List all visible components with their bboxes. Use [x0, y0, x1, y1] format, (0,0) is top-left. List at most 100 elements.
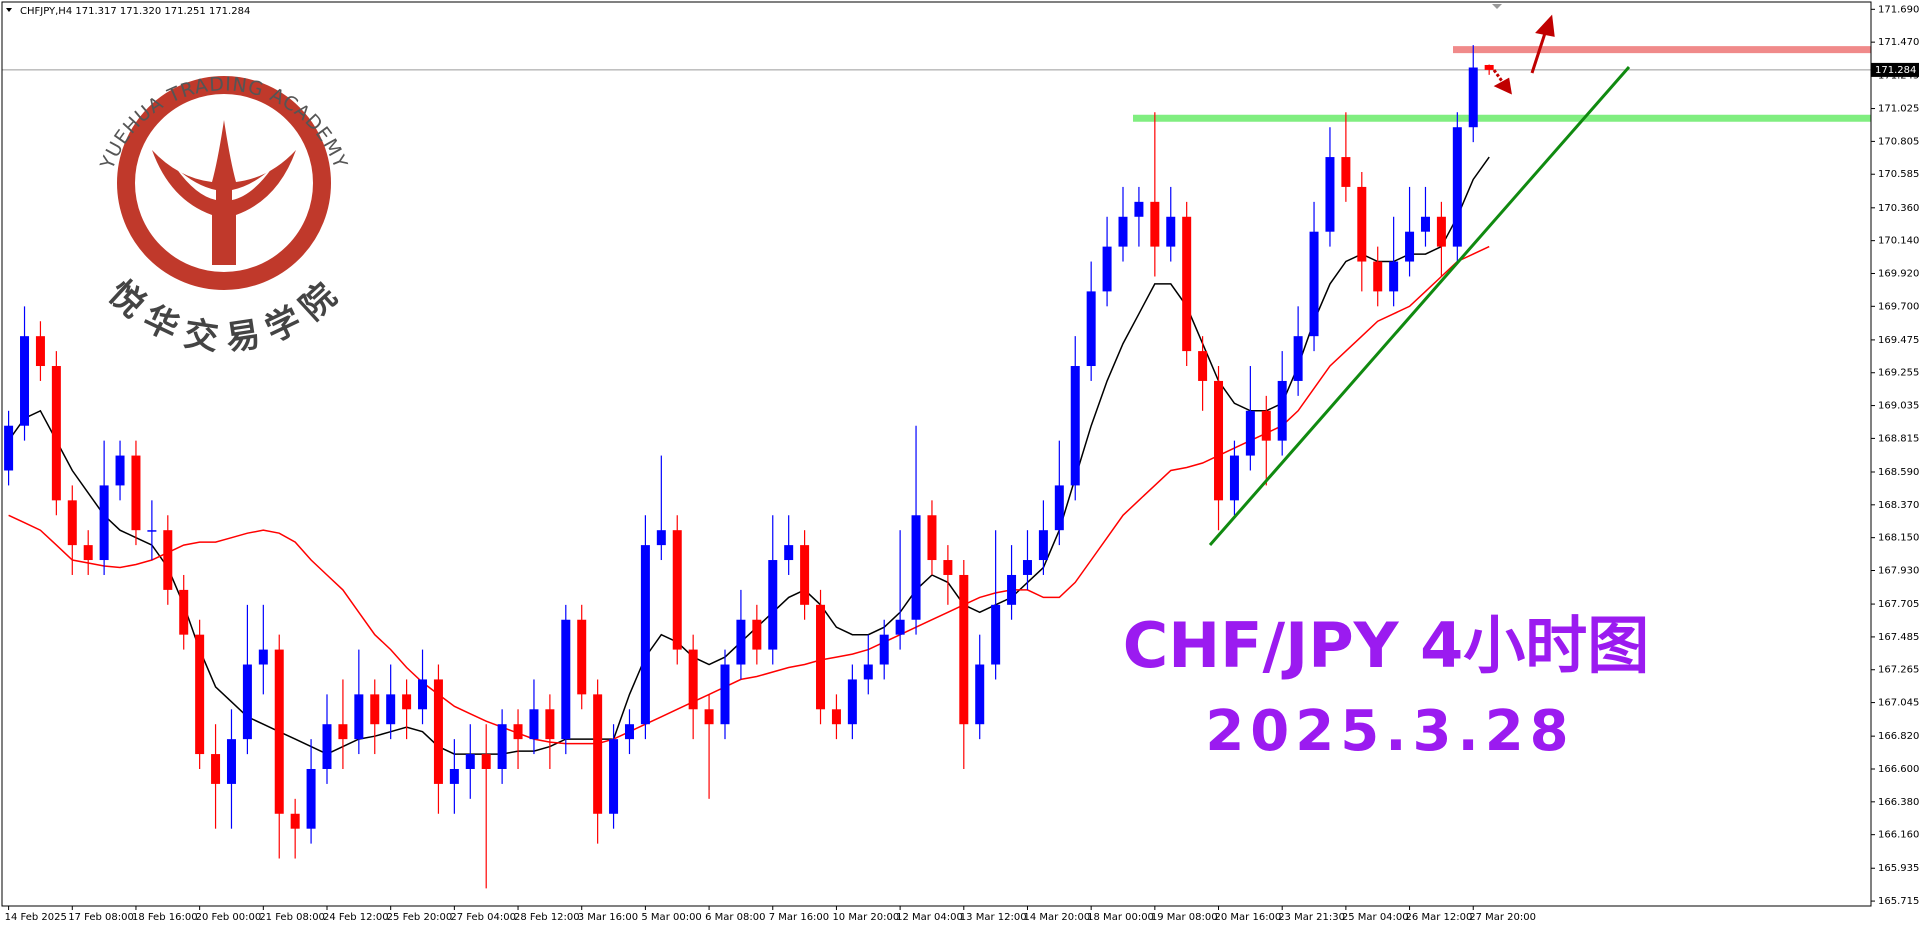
logo-mark-detail: [176, 168, 272, 200]
y-tick-label: 166.160: [1878, 830, 1919, 841]
candle-body: [1086, 291, 1096, 367]
candle-body: [1054, 485, 1064, 531]
candle-body: [1102, 246, 1112, 292]
y-tick-label: 169.035: [1878, 401, 1919, 412]
x-tick-label: 24 Feb 12:00: [323, 912, 389, 923]
candle-body: [831, 709, 841, 725]
y-tick-label: 171.690: [1878, 4, 1919, 15]
y-tick-label: 170.585: [1878, 169, 1919, 180]
candle-body: [1214, 380, 1224, 501]
x-tick-label: 19 Mar 08:00: [1151, 912, 1218, 923]
candle-body: [1070, 366, 1080, 486]
arrow-down-shaft: [1492, 69, 1506, 85]
candle-body: [306, 768, 316, 829]
x-tick-label: 18 Mar 00:00: [1087, 912, 1154, 923]
candle-body: [354, 694, 364, 740]
x-tick-label: 18 Feb 16:00: [132, 912, 198, 923]
candle-body: [497, 724, 507, 769]
candle-body: [322, 724, 332, 769]
candle-body: [99, 485, 109, 561]
candle-body: [370, 694, 380, 725]
arrow-up-shaft: [1530, 29, 1548, 74]
logo-mark: [152, 120, 296, 265]
y-tick-label: 169.920: [1878, 268, 1919, 279]
candle-body: [1229, 455, 1239, 501]
candle-body: [545, 709, 555, 740]
current-price-tag: [1871, 62, 1919, 77]
x-tick-label: 25 Mar 04:00: [1342, 912, 1409, 923]
y-tick-label: 167.930: [1878, 565, 1919, 576]
y-tick-label: 171.470: [1878, 37, 1919, 48]
candle-body: [1357, 186, 1367, 262]
candle-body: [1420, 216, 1430, 232]
candle-body: [1038, 530, 1048, 561]
plot-frame: [1, 1, 1872, 907]
x-tick-label: 7 Mar 16:00: [769, 912, 829, 923]
candle-body: [386, 694, 396, 725]
x-tick-label: 26 Mar 12:00: [1406, 912, 1473, 923]
x-tick-label: 23 Mar 21:30: [1278, 912, 1345, 923]
arrows: [1492, 14, 1555, 95]
candle-body: [1134, 201, 1144, 217]
candle-body: [1389, 261, 1399, 292]
y-tick-label: 168.815: [1878, 433, 1919, 444]
x-tick-label: 20 Mar 16:00: [1215, 912, 1282, 923]
arrow-up-head: [1535, 14, 1555, 37]
y-tick-label: 168.150: [1878, 533, 1919, 544]
y-tick-label: 167.045: [1878, 698, 1919, 709]
candle-body: [768, 560, 778, 650]
plot-area: [2, 45, 1871, 889]
y-tick-label: 170.360: [1878, 203, 1919, 214]
candle-body: [672, 530, 682, 650]
moving-average: [7, 156, 1490, 755]
candle-body: [1166, 216, 1176, 247]
candle-body: [609, 739, 619, 814]
candle-body: [418, 679, 428, 710]
candle-body: [895, 619, 905, 635]
candle-body: [1405, 231, 1415, 262]
candle-body: [290, 813, 300, 829]
candle-body: [1198, 351, 1208, 381]
candle-body: [35, 336, 45, 367]
candle-body: [433, 679, 443, 784]
candle-body: [784, 545, 794, 561]
candle-body: [959, 574, 969, 725]
candle-body: [131, 455, 141, 531]
x-tick-label: 17 Feb 08:00: [68, 912, 134, 923]
y-tick-label: 165.715: [1878, 896, 1919, 907]
y-tick-label: 170.140: [1878, 236, 1919, 247]
candle-body: [704, 709, 714, 725]
candle-body: [640, 545, 650, 725]
y-tick-label: 169.700: [1878, 301, 1919, 312]
y-tick-label: 168.370: [1878, 500, 1919, 511]
candle-body: [226, 739, 236, 784]
candle-body: [1007, 574, 1017, 605]
trend-line: [1208, 66, 1631, 546]
candle-body: [1261, 410, 1271, 441]
x-tick-label: 12 Mar 04:00: [896, 912, 963, 923]
annotation-title: CHF/JPY 4小时图: [1123, 609, 1650, 682]
candle-body: [736, 619, 746, 665]
candle-body: [163, 530, 173, 590]
candle-body: [1309, 231, 1319, 337]
y-tick-label: 169.255: [1878, 368, 1919, 379]
candle-body: [1452, 127, 1462, 247]
x-tick-label: 6 Mar 08:00: [705, 912, 765, 923]
y-tick-label: 167.705: [1878, 599, 1919, 610]
candle-body: [211, 754, 221, 784]
candle-body: [561, 619, 571, 740]
y-tick-label: 169.475: [1878, 335, 1919, 346]
candle-body: [911, 515, 921, 620]
candle-body: [195, 634, 205, 755]
candle-body: [593, 694, 603, 814]
x-tick-label: 13 Mar 12:00: [960, 912, 1027, 923]
candle-body: [67, 500, 77, 546]
candle-body: [51, 366, 61, 501]
candle-body: [1436, 216, 1446, 247]
x-tick-label: 21 Feb 08:00: [259, 912, 325, 923]
x-tick-label: 10 Mar 20:00: [832, 912, 899, 923]
x-tick-label: 14 Feb 2025: [5, 912, 67, 923]
candle-body: [816, 604, 826, 710]
